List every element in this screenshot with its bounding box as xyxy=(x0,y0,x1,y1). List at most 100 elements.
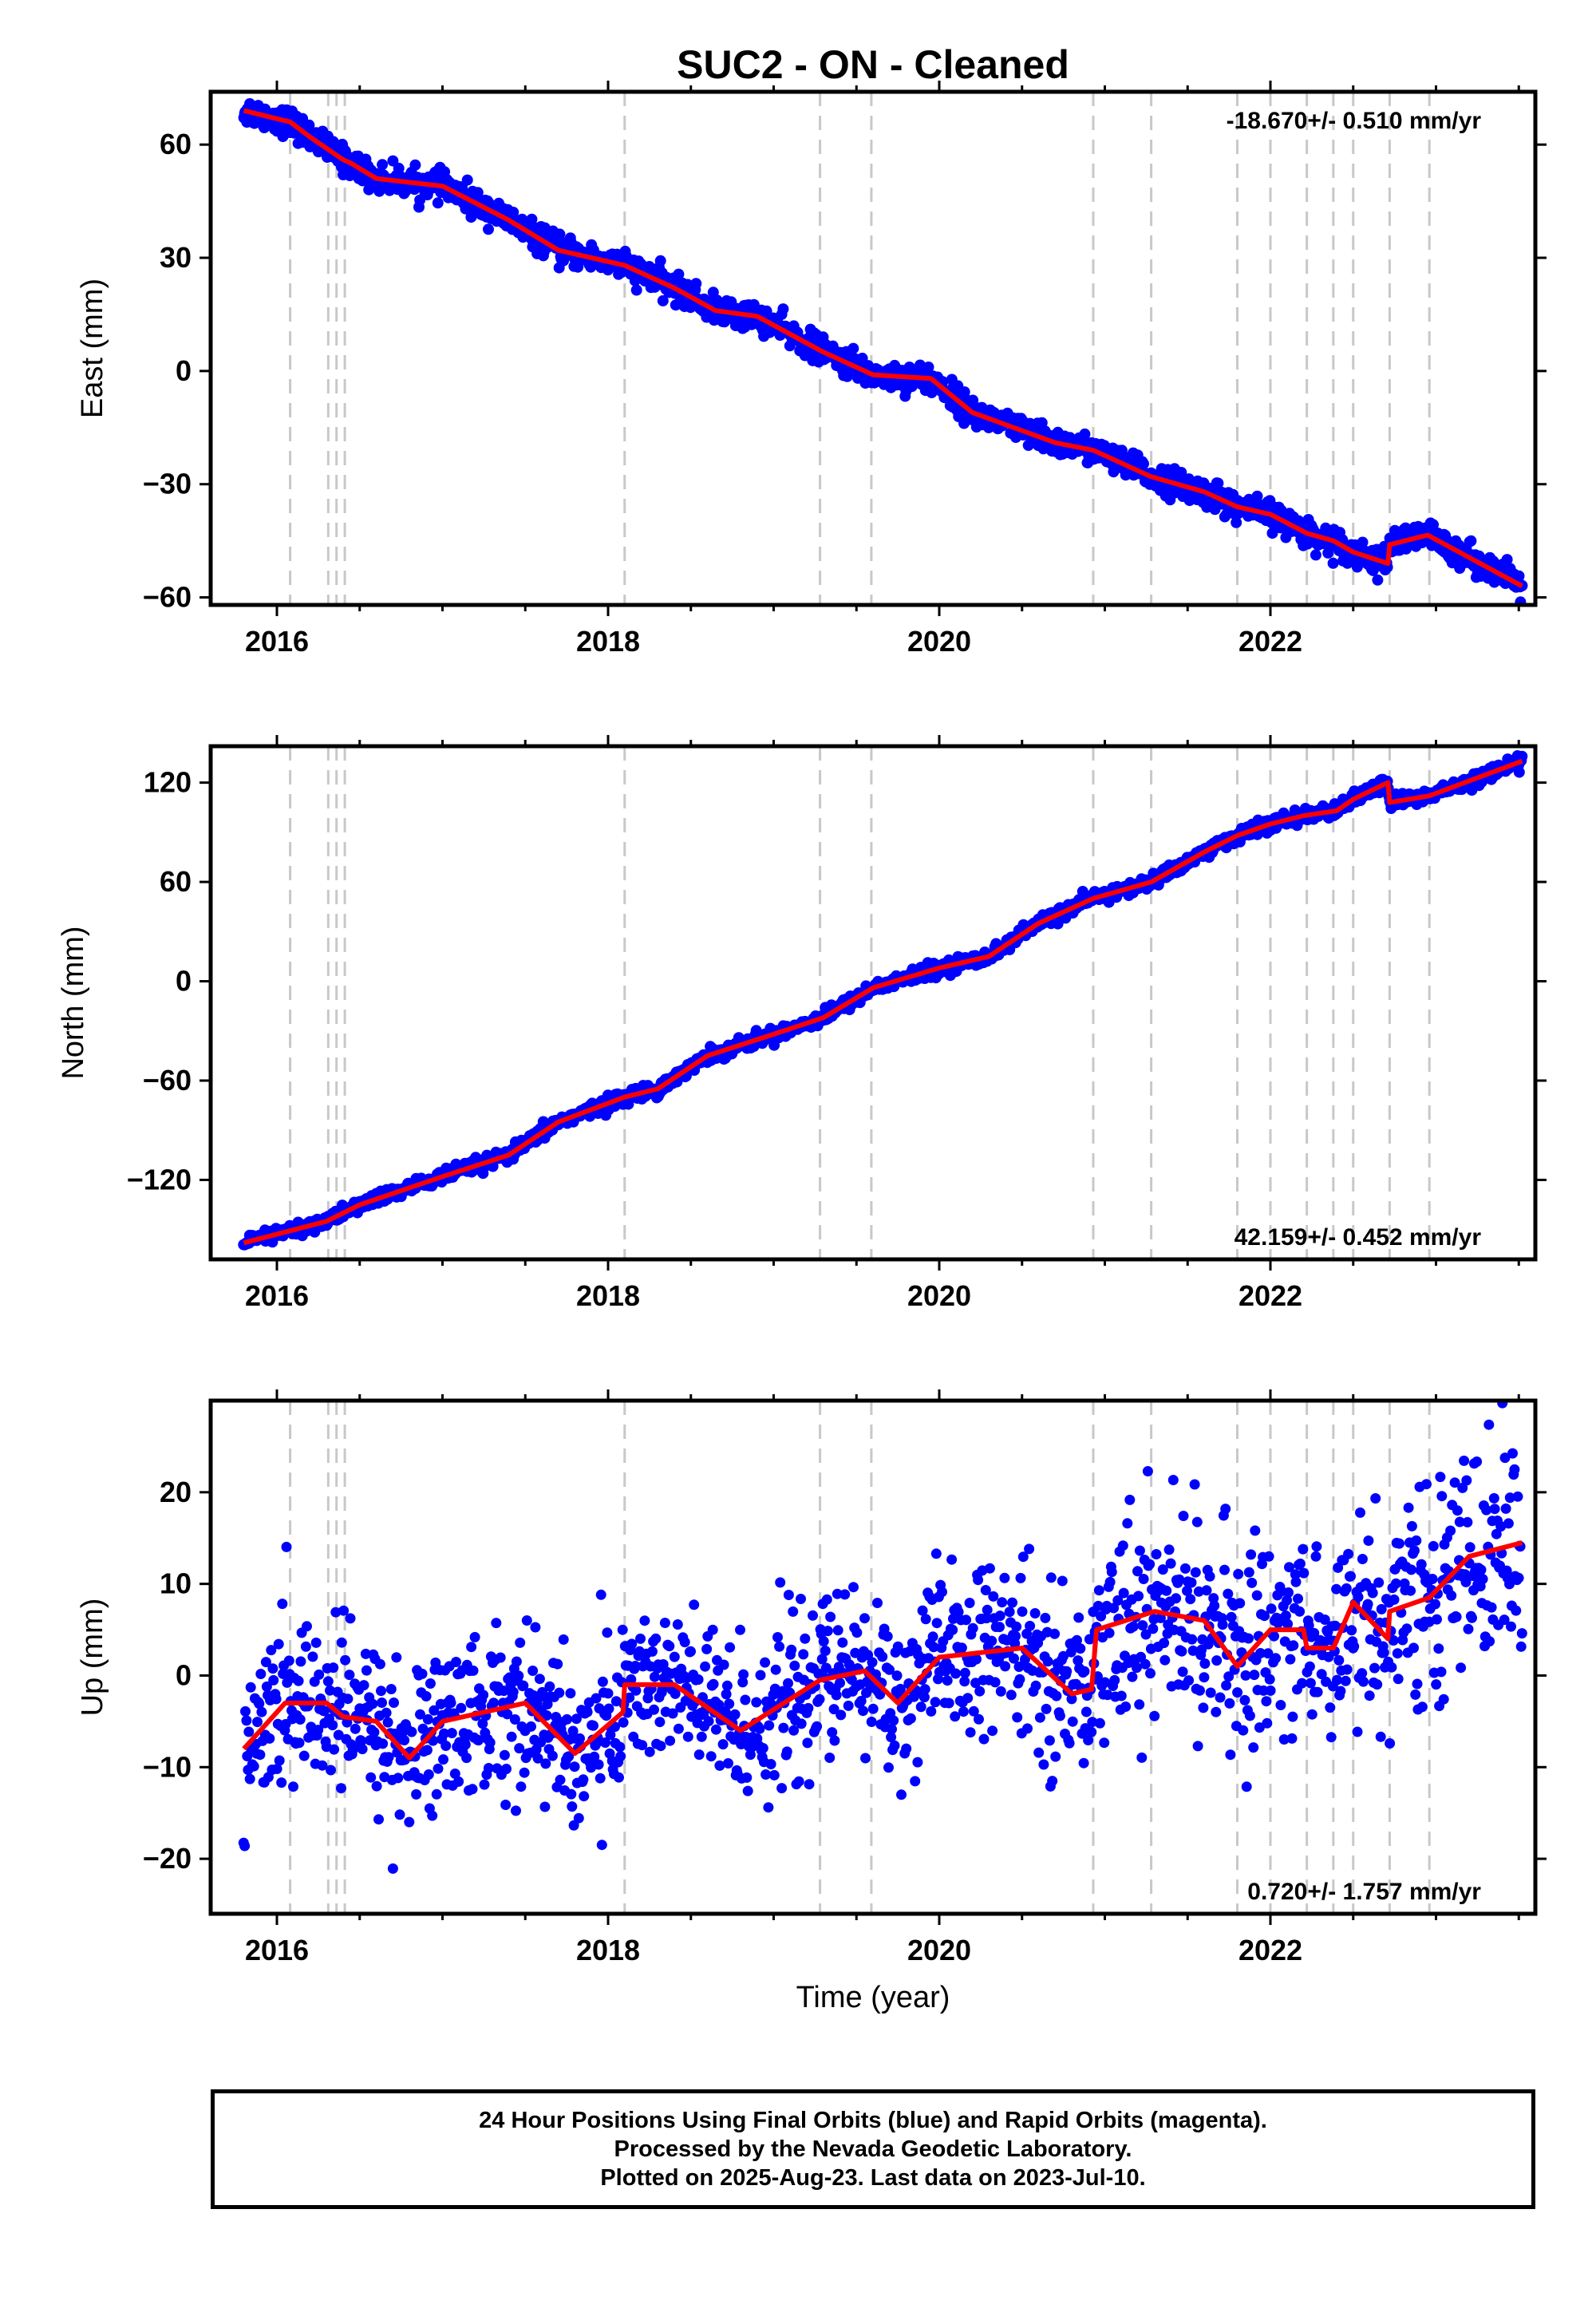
up-point xyxy=(685,1646,696,1657)
up-point xyxy=(1106,1567,1117,1578)
up-point xyxy=(573,1812,584,1824)
up-point xyxy=(602,1688,614,1699)
up-point xyxy=(1370,1493,1381,1504)
up-point xyxy=(958,1706,969,1717)
up-point xyxy=(445,1697,456,1709)
up-point xyxy=(682,1731,693,1742)
up-point xyxy=(1431,1679,1442,1690)
up-point xyxy=(336,1637,347,1648)
east-point xyxy=(303,119,315,131)
up-point xyxy=(832,1588,843,1599)
up-point xyxy=(1093,1585,1104,1596)
up-point xyxy=(488,1697,500,1709)
up-point xyxy=(274,1755,285,1766)
up-point xyxy=(393,1773,404,1784)
east-x-tick-label: 2018 xyxy=(576,625,640,658)
east-point xyxy=(673,268,685,280)
east-y-tick-label: 0 xyxy=(176,354,192,387)
up-point xyxy=(563,1751,575,1762)
up-point xyxy=(1220,1504,1231,1515)
up-point xyxy=(1073,1655,1084,1666)
up-point xyxy=(1199,1672,1210,1683)
up-point xyxy=(313,1725,324,1736)
up-point xyxy=(630,1685,642,1696)
up-point xyxy=(514,1743,525,1754)
up-point xyxy=(974,1713,984,1725)
up-point xyxy=(707,1624,718,1635)
up-point xyxy=(427,1810,438,1821)
up-point xyxy=(1051,1690,1062,1701)
up-point xyxy=(808,1610,818,1621)
east-point xyxy=(1327,557,1339,569)
east-point xyxy=(1231,516,1242,528)
up-point xyxy=(816,1654,828,1665)
up-point xyxy=(1183,1675,1195,1686)
east-y-tick-label: 30 xyxy=(160,241,192,274)
up-point xyxy=(1346,1625,1357,1636)
up-point xyxy=(365,1772,377,1783)
up-point xyxy=(1246,1577,1258,1588)
up-point xyxy=(710,1724,721,1735)
up-point xyxy=(820,1646,831,1656)
up-point xyxy=(1452,1505,1463,1516)
up-point xyxy=(1084,1634,1095,1645)
up-point xyxy=(1309,1627,1320,1638)
up-point xyxy=(569,1761,580,1773)
up-point xyxy=(1038,1759,1049,1770)
up-point xyxy=(338,1605,350,1616)
up-point xyxy=(796,1718,807,1729)
up-point xyxy=(357,1744,368,1755)
up-point xyxy=(1262,1717,1273,1729)
up-point xyxy=(530,1622,541,1633)
up-point xyxy=(333,1729,344,1741)
up-point xyxy=(867,1657,878,1668)
up-point xyxy=(1244,1710,1255,1721)
up-point xyxy=(1215,1692,1226,1703)
up-point xyxy=(1405,1585,1416,1596)
up-point xyxy=(411,1788,422,1800)
up-point xyxy=(1204,1571,1215,1582)
up-point xyxy=(499,1749,510,1761)
up-point xyxy=(1290,1576,1302,1587)
up-point xyxy=(672,1619,683,1630)
up-point xyxy=(1187,1634,1198,1645)
up-point xyxy=(1005,1690,1017,1701)
north-x-tick-label: 2022 xyxy=(1238,1279,1302,1312)
up-point xyxy=(1294,1558,1306,1569)
up-point xyxy=(708,1678,719,1690)
up-point xyxy=(1262,1648,1274,1659)
north-model-line xyxy=(243,758,1523,1246)
up-point xyxy=(1430,1599,1440,1610)
up-point xyxy=(1010,1630,1021,1642)
up-point xyxy=(679,1637,690,1648)
up-point xyxy=(1333,1562,1344,1573)
up-point xyxy=(491,1618,502,1629)
up-point xyxy=(336,1783,346,1794)
up-point xyxy=(1432,1614,1442,1625)
up-point xyxy=(781,1746,792,1757)
up-point xyxy=(1192,1741,1203,1752)
up-point xyxy=(1375,1731,1386,1742)
east-y-tick-label: −60 xyxy=(143,581,192,614)
up-point xyxy=(1159,1654,1171,1666)
up-point xyxy=(735,1624,745,1635)
up-point xyxy=(1134,1699,1145,1710)
up-point xyxy=(431,1788,442,1800)
up-point xyxy=(540,1758,551,1769)
up-point xyxy=(1394,1538,1404,1549)
up-point xyxy=(1211,1655,1223,1666)
up-point xyxy=(984,1563,995,1574)
up-point xyxy=(786,1644,797,1655)
up-point xyxy=(596,1840,607,1851)
up-point xyxy=(665,1735,676,1746)
up-point xyxy=(566,1788,577,1800)
up-point xyxy=(917,1605,928,1616)
up-point xyxy=(399,1735,410,1745)
up-point xyxy=(1079,1666,1090,1677)
up-point xyxy=(788,1606,799,1617)
up-point xyxy=(778,1722,789,1733)
up-point xyxy=(1369,1662,1380,1674)
up-point xyxy=(438,1754,448,1765)
up-point xyxy=(1385,1738,1396,1749)
north-frame xyxy=(208,744,1538,1262)
